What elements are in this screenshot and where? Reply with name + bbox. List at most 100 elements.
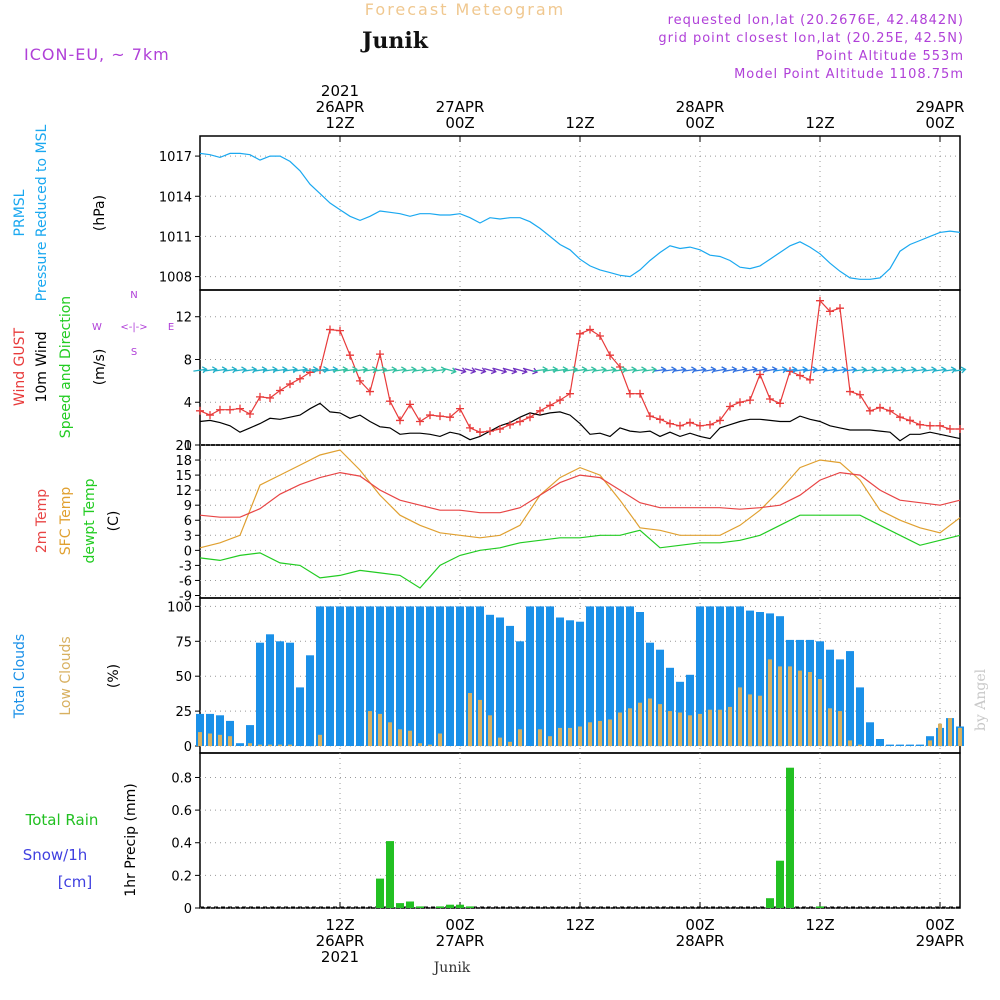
total-cloud-bar — [476, 606, 484, 746]
y-tick-label: 100 — [167, 600, 192, 615]
low-cloud-bar — [698, 713, 702, 746]
y-tick-label: 0.4 — [171, 837, 192, 852]
bottom-time-label: 2021 — [321, 948, 359, 966]
gust-marker — [706, 420, 714, 429]
panel-label: Pressure Reduced to MSL — [34, 124, 50, 301]
total-cloud-bar — [396, 606, 404, 746]
wind-direction-arrow — [664, 366, 677, 374]
low-cloud-bar — [758, 695, 762, 746]
low-cloud-bar — [728, 706, 732, 746]
panel-label: [cm] — [58, 873, 93, 891]
panel-label: 10m Wind — [34, 331, 50, 402]
low-cloud-bar — [518, 729, 522, 747]
bottom-time-label: 28APR — [676, 932, 725, 950]
wind-series — [193, 296, 967, 442]
arrow-shape — [664, 366, 677, 374]
gust-marker — [656, 415, 664, 424]
total-cloud-bar — [506, 625, 514, 746]
gust-marker — [746, 396, 754, 405]
wind-direction-arrow — [934, 366, 947, 374]
bottom-time-label: 29APR — [916, 932, 965, 950]
total-cloud-bar — [566, 620, 574, 746]
temperature-series — [199, 449, 961, 589]
rain-bar — [766, 898, 774, 908]
precip-series — [200, 767, 960, 908]
gust-marker — [886, 406, 894, 415]
gust-marker — [246, 410, 254, 418]
low-cloud-bar — [798, 670, 802, 746]
total-cloud-bar — [236, 743, 244, 746]
panel-frame — [199, 752, 961, 909]
gust-marker — [556, 396, 564, 405]
gust-marker — [226, 405, 234, 414]
wind-direction-arrow — [823, 366, 838, 374]
gust-marker — [436, 412, 444, 421]
low-cloud-bar — [748, 694, 752, 747]
rain-bar — [416, 906, 424, 908]
gust-marker — [776, 399, 784, 408]
low-cloud-bar — [768, 659, 772, 746]
arrow-shape — [414, 366, 427, 374]
gust-marker — [676, 421, 684, 430]
bottom-time-label: 12Z — [325, 916, 354, 934]
gust-marker — [196, 406, 204, 415]
total-cloud-bar — [336, 606, 344, 746]
gust-marker — [666, 419, 674, 428]
rain-bar — [406, 901, 414, 908]
y-tick-label: 9 — [184, 499, 192, 514]
low-cloud-bar — [578, 726, 582, 746]
wind-direction-arrow — [674, 366, 687, 374]
gust-marker — [726, 402, 734, 411]
total-cloud-bar — [666, 667, 674, 746]
arrow-shape — [654, 366, 667, 374]
arrow-shape — [234, 366, 247, 374]
top-time-label: 26APR — [316, 98, 365, 116]
total-cloud-bar — [716, 606, 724, 746]
wind-direction-arrow — [694, 366, 707, 374]
panel-unit: (m/s) — [92, 349, 108, 386]
y-tick-label: 0.6 — [171, 804, 192, 819]
low-cloud-bar — [638, 702, 642, 746]
wind-direction-arrow — [223, 366, 238, 374]
y-tick-label: 0 — [184, 439, 192, 454]
bottom-time-label: 00Z — [685, 916, 714, 934]
y-tick-label: 25 — [175, 705, 192, 720]
point-altitude: Point Altitude 553m — [816, 49, 964, 64]
gust-marker — [626, 389, 634, 398]
low-cloud-bar — [718, 709, 722, 746]
arrow-shape — [863, 366, 878, 374]
arrow-shape — [444, 367, 457, 375]
temp-2m-line — [199, 471, 961, 518]
total-cloud-bar — [556, 617, 564, 746]
arrow-shape — [884, 366, 897, 374]
low-cloud-bar — [838, 711, 842, 746]
low-cloud-bar — [408, 730, 412, 747]
top-time-label: 27APR — [436, 98, 485, 116]
y-tick-label: 4 — [184, 396, 192, 411]
y-tick-label: 1011 — [159, 230, 192, 245]
low-cloud-bar — [938, 723, 942, 746]
gust-marker — [236, 404, 244, 413]
arrow-shape — [464, 367, 477, 375]
arrow-shape — [643, 366, 657, 374]
arrow-shape — [474, 367, 487, 375]
total-cloud-bar — [596, 606, 604, 746]
arrow-shape — [424, 366, 437, 374]
y-tick-label: 0 — [184, 544, 192, 559]
panel-label: Snow/1h — [23, 846, 88, 864]
total-cloud-bar — [606, 606, 614, 746]
wind-direction-arrow — [434, 366, 447, 374]
low-cloud-bar — [818, 679, 822, 746]
total-cloud-bar — [906, 744, 914, 746]
wind-direction-arrow — [863, 366, 878, 374]
wind-direction-arrow — [954, 366, 967, 374]
gust-marker — [486, 427, 494, 436]
rain-bar — [816, 906, 824, 908]
low-cloud-bar — [668, 711, 672, 746]
wind-direction-arrow — [944, 366, 957, 374]
arrow-shape — [634, 366, 647, 374]
gust-marker — [426, 411, 434, 420]
total-cloud-bar — [356, 606, 364, 746]
total-cloud-bar — [546, 606, 554, 746]
wind-direction-arrow — [573, 366, 588, 374]
